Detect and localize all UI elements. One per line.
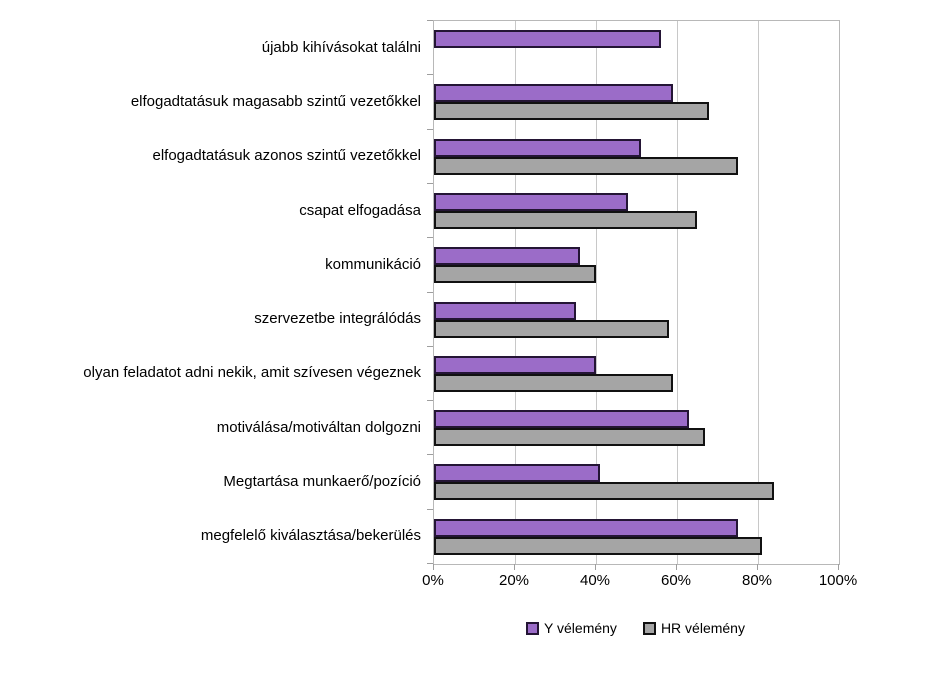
x-axis-label-60%: 60% [660, 572, 692, 589]
legend-swatch-hr-velemeny [642, 621, 656, 635]
bar-hr-velemeny-2 [434, 156, 738, 175]
gridline-80% [758, 21, 759, 564]
bar-hr-velemeny-7 [434, 428, 706, 447]
category-label-7: motiválása/motiváltan dolgozni [216, 418, 421, 436]
category-label-6: olyan feladatot adni nekik, amit szívese… [83, 364, 421, 382]
category-label-5: szervezetbe integrálódás [254, 310, 421, 328]
bar-y-velemeny-7 [434, 410, 690, 429]
bar-group-2 [434, 130, 839, 184]
legend-item-y-velemeny: Y vélemény [526, 620, 617, 636]
bar-hr-velemeny-9 [434, 536, 763, 555]
y-axis-tick [427, 128, 433, 130]
x-axis-label-100%: 100% [818, 572, 858, 589]
bar-y-velemeny-5 [434, 301, 576, 320]
bar-group-0 [434, 21, 839, 75]
bar-y-velemeny-8 [434, 464, 601, 483]
bar-group-6 [434, 347, 839, 401]
bar-y-velemeny-6 [434, 355, 596, 374]
plot-area [433, 20, 840, 565]
legend-label-hr-velemeny: HR vélemény [660, 620, 745, 636]
bar-hr-velemeny-6 [434, 373, 673, 392]
bar-hr-velemeny-8 [434, 482, 775, 501]
category-label-1: elfogadtatásuk magasabb szintű vezetőkke… [130, 92, 421, 110]
y-axis-tick [427, 400, 433, 402]
category-label-9: megfelelő kiválasztása/bekerülés [200, 527, 421, 545]
bar-y-velemeny-1 [434, 84, 673, 103]
gridline-60% [677, 21, 678, 564]
bar-group-7 [434, 401, 839, 455]
x-axis-label-20%: 20% [498, 572, 530, 589]
bar-hr-velemeny-4 [434, 265, 596, 284]
legend-swatch-y-velemeny [526, 621, 540, 635]
bar-hr-velemeny-3 [434, 210, 698, 229]
category-label-3: csapat elfogadása [299, 201, 421, 219]
bar-group-3 [434, 184, 839, 238]
y-axis-tick [427, 237, 433, 239]
x-axis-tick-20% [514, 564, 515, 570]
legend-item-hr-velemeny: HR vélemény [642, 620, 745, 636]
y-axis-tick [427, 74, 433, 76]
y-axis-tick [427, 563, 433, 564]
bar-hr-velemeny-1 [434, 102, 710, 121]
bar-group-5 [434, 293, 839, 347]
x-axis-tick-100% [838, 564, 839, 570]
y-axis-tick [427, 20, 433, 21]
category-label-2: elfogadtatásuk azonos szintű vezetőkkel [152, 147, 422, 165]
category-label-8: Megtartása munkaerő/pozíció [223, 473, 421, 491]
bar-group-9 [434, 510, 839, 564]
bar-y-velemeny-3 [434, 192, 629, 211]
legend: Y vélemény HR vélemény [433, 620, 838, 636]
y-axis-tick [427, 454, 433, 456]
x-axis-label-40%: 40% [579, 572, 611, 589]
x-axis-tick-80% [757, 564, 758, 570]
x-axis-tick-60% [676, 564, 677, 570]
bar-y-velemeny-2 [434, 138, 641, 157]
bar-hr-velemeny-5 [434, 319, 669, 338]
bar-y-velemeny-9 [434, 518, 738, 537]
bar-group-8 [434, 455, 839, 509]
y-axis-tick [427, 291, 433, 293]
gridline-20% [515, 21, 516, 564]
category-label-0: újabb kihívásokat találni [261, 38, 421, 56]
x-axis-label-80%: 80% [741, 572, 773, 589]
y-axis-tick [427, 345, 433, 347]
x-axis-label-0%: 0% [422, 572, 444, 589]
bar-y-velemeny-4 [434, 247, 580, 266]
bar-group-1 [434, 75, 839, 129]
y-axis-tick [427, 508, 433, 510]
legend-label-y-velemeny: Y vélemény [544, 620, 617, 636]
x-axis-tick-0% [433, 564, 434, 570]
x-axis-tick-40% [595, 564, 596, 570]
gridline-40% [596, 21, 597, 564]
bar-group-4 [434, 238, 839, 292]
bar-y-velemeny-0 [434, 30, 661, 48]
y-axis-tick [427, 182, 433, 184]
category-label-4: kommunikáció [325, 255, 421, 273]
